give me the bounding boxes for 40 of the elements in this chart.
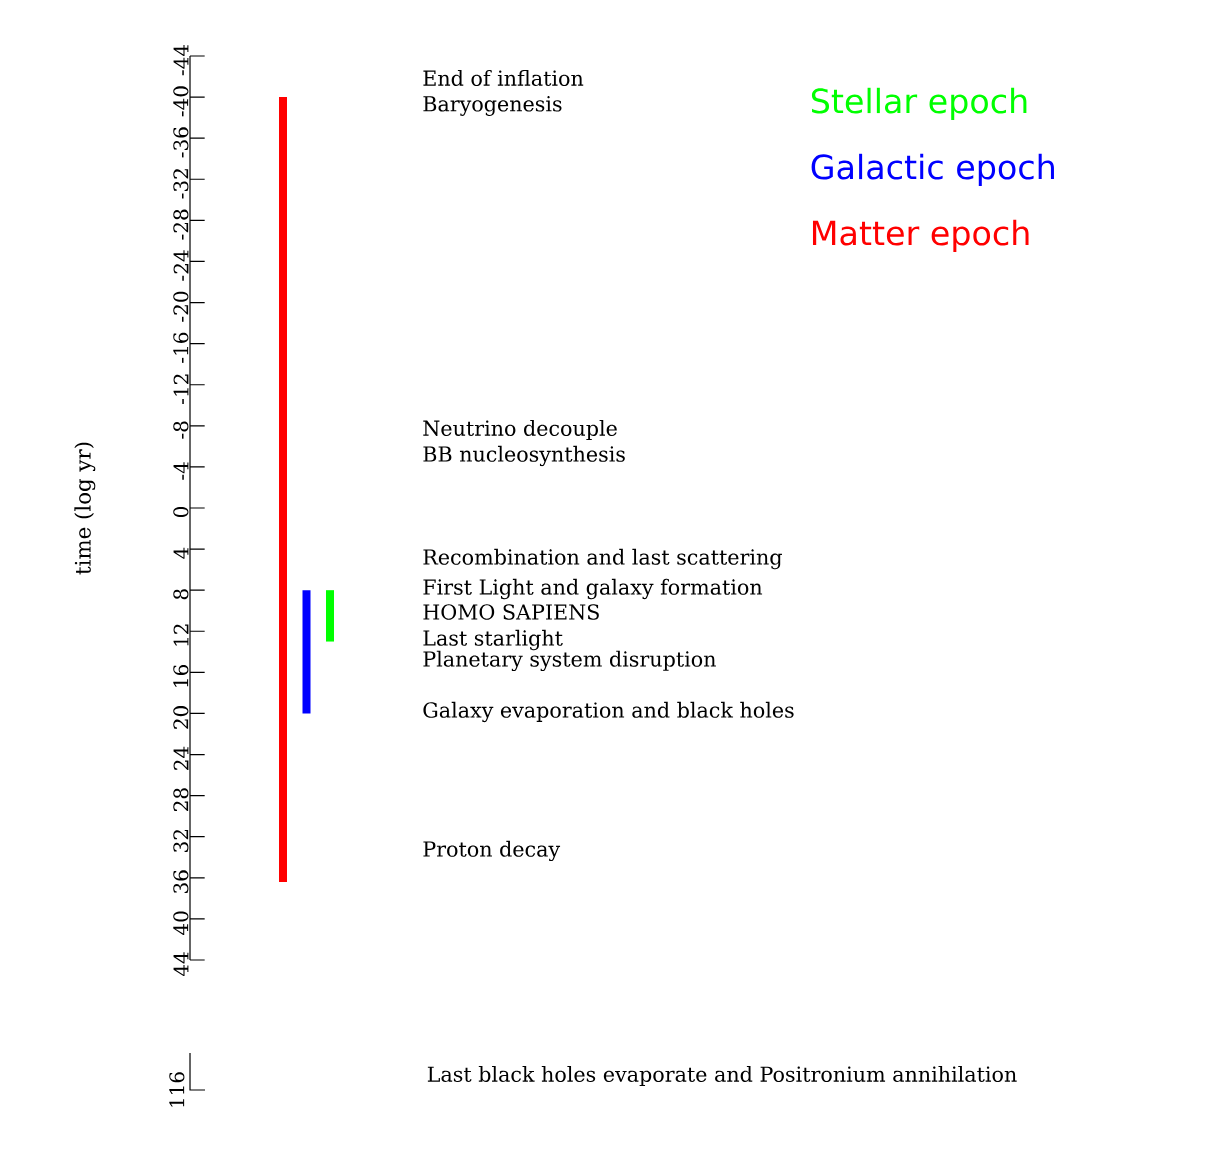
- text: 116: [169, 1072, 185, 1107]
- y-tick-label: -36: [173, 127, 189, 158]
- text: Neutrino decouple: [423, 419, 617, 440]
- text: Last black holes evaporate and Positronium annihilation: [427, 1065, 1017, 1086]
- text: Recombination and last scattering: [423, 548, 782, 570]
- text: HOMO SAPIENS: [423, 604, 599, 620]
- y-tick-label: -12: [173, 374, 189, 404]
- y-axis-title: time (log yr): [74, 442, 96, 575]
- y-tick-label: 40: [173, 911, 189, 936]
- y-tick-label: 44: [173, 952, 189, 977]
- y-tick-label: -16: [173, 332, 189, 363]
- text: BB nucleosynthesis: [423, 445, 625, 467]
- y-tick-label: -8: [173, 421, 189, 439]
- text: Stellar epoch: [811, 87, 1027, 121]
- text: Baryogenesis: [423, 96, 562, 116]
- text: Proton decay: [423, 840, 561, 862]
- text: End of inflation: [423, 69, 584, 86]
- y-tick-label: 16: [173, 664, 189, 687]
- y-tick-label: -4: [173, 462, 189, 480]
- y-tick-label: 0: [173, 506, 189, 518]
- y-tick-label: -32: [173, 169, 189, 199]
- y-tick-label: -28: [173, 209, 189, 240]
- y-tick-label: 24: [173, 746, 189, 770]
- y-tick-label: 4: [173, 547, 189, 559]
- y-tick-label: 36: [173, 870, 189, 894]
- y-tick-label: -20: [173, 291, 189, 322]
- y-tick-label: 8: [173, 589, 189, 600]
- y-tick-label: 28: [173, 788, 189, 811]
- y-tick-label: 20: [173, 706, 189, 729]
- text: Galaxy evaporation and black holes: [423, 701, 794, 723]
- y-tick-label: 32: [173, 829, 189, 852]
- text: Planetary system disruption: [423, 650, 716, 672]
- text: Matter epoch: [812, 219, 1029, 253]
- y-tick-label: -44: [173, 44, 189, 76]
- y-tick-label: -40: [173, 86, 189, 117]
- text: First Light and galaxy formation: [423, 578, 763, 600]
- y-tick-label: -24: [173, 250, 189, 281]
- text: Galactic epoch: [811, 153, 1054, 187]
- y-tick-label: 12: [173, 624, 189, 646]
- text: Last starlight: [423, 629, 563, 651]
